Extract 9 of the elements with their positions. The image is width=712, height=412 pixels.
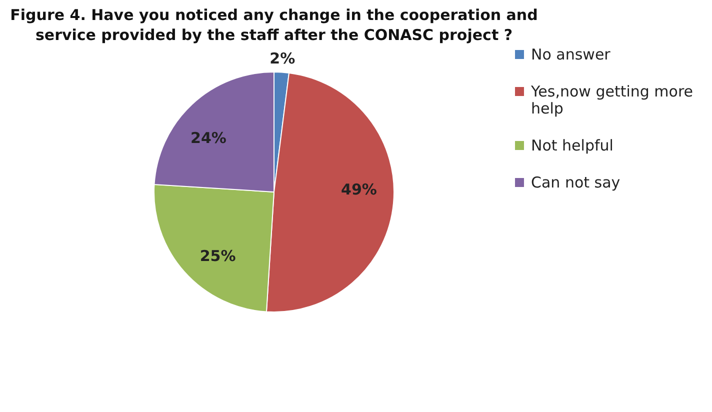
chart-title: Figure 4. Have you noticed any change in the cooperation and service provided by the staff after the CONASC project ? bbox=[10, 6, 538, 44]
legend-label: No answer bbox=[531, 46, 612, 64]
data-label: 2% bbox=[270, 49, 296, 68]
data-label: 49% bbox=[341, 180, 377, 198]
legend-label: Not helpful bbox=[531, 136, 614, 154]
data-label: 25% bbox=[200, 246, 236, 265]
data-label: 24% bbox=[190, 128, 226, 147]
legend-label: Yes,now getting more help bbox=[530, 82, 694, 118]
legend-label: Can not say bbox=[531, 174, 620, 192]
